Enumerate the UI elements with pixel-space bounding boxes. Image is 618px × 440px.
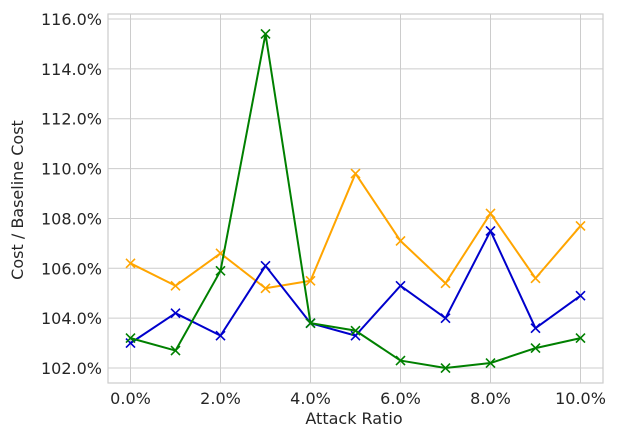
y-axis-ticks: 102.0% 104.0% 106.0% 108.0% 110.0% 112.0% 114.… [41,10,102,378]
data-point-marker [260,28,271,40]
y-tick-label: 114.0% [41,60,102,79]
data-point-marker [440,278,451,289]
data-point-marker [530,323,541,334]
data-point-marker [530,273,541,284]
x-axis-ticks: 0.0% 2.0% 4.0% 6.0% 8.0% 10.0% [110,389,606,408]
x-tick-label: 0.0% [110,389,151,408]
series-line [130,172,582,290]
x-axis-label: Attack Ratio [305,409,402,428]
data-point-marker [485,208,496,219]
plot-area-frame [107,13,604,384]
data-point-marker [395,355,406,366]
y-tick-label: 116.0% [41,10,102,29]
x-tick-label: 10.0% [555,389,606,408]
data-point-marker [485,225,496,236]
series-1 [125,168,586,294]
data-point-marker [125,333,136,344]
data-point-marker [395,280,406,291]
data-point-marker [305,275,316,286]
data-point-marker [530,343,541,354]
y-axis-label: Cost / Baseline Cost [8,120,27,280]
series-line [129,229,582,344]
series-3 [125,28,586,374]
data-point-marker [215,330,226,341]
x-tick-label: 6.0% [380,389,421,408]
y-tick-label: 106.0% [41,259,102,278]
data-point-marker [575,333,586,344]
y-tick-label: 102.0% [41,359,102,378]
data-point-marker [350,325,361,336]
x-tick-label: 4.0% [290,389,331,408]
data-point-marker [260,283,271,294]
x-tick-label: 8.0% [470,389,511,408]
y-tick-label: 112.0% [41,110,102,129]
series-2 [125,225,586,349]
y-tick-label: 104.0% [41,309,102,328]
data-point-marker [170,280,181,291]
series-lines [125,28,586,374]
data-point-marker [170,345,181,356]
data-point-marker [305,318,316,329]
y-tick-label: 108.0% [41,209,102,228]
data-point-marker [575,290,586,301]
data-point-marker [215,265,226,276]
y-tick-label: 110.0% [41,160,102,179]
data-point-marker [395,235,406,246]
grid-lines [108,14,603,383]
data-point-marker [485,357,496,369]
data-point-marker [260,260,271,271]
data-point-marker [170,308,181,319]
data-point-marker [350,168,361,179]
x-tick-label: 2.0% [200,389,241,408]
data-point-marker [440,313,451,324]
data-point-marker [440,362,451,374]
data-point-marker [125,258,136,269]
data-point-marker [575,220,586,231]
